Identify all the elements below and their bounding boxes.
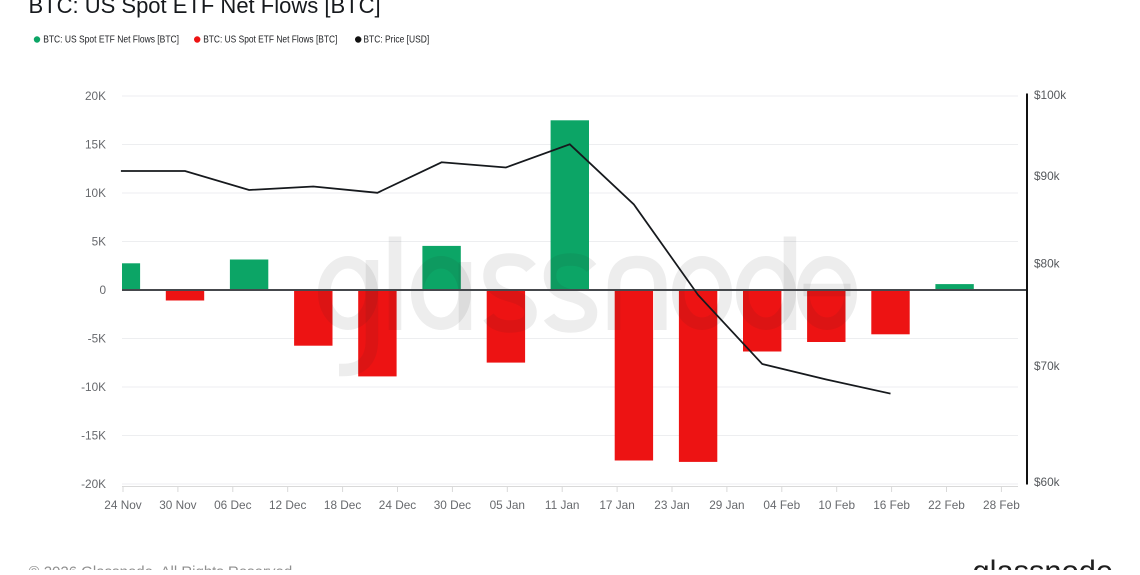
svg-text:11 Jan: 11 Jan: [545, 498, 580, 512]
svg-text:$60k: $60k: [1034, 475, 1060, 489]
svg-text:24 Dec: 24 Dec: [379, 498, 416, 512]
svg-text:BTC: US Spot ETF Net Flows [BT: BTC: US Spot ETF Net Flows [BTC]: [43, 35, 179, 46]
svg-text:glassnode: glassnode: [973, 554, 1114, 571]
svg-text:-5K: -5K: [88, 332, 106, 346]
svg-text:5K: 5K: [92, 235, 107, 249]
svg-text:10K: 10K: [85, 186, 106, 200]
svg-text:04 Feb: 04 Feb: [763, 498, 800, 512]
svg-text:$100k: $100k: [1034, 88, 1066, 102]
svg-text:12 Dec: 12 Dec: [269, 498, 306, 512]
svg-text:20K: 20K: [85, 89, 106, 103]
svg-text:23 Jan: 23 Jan: [654, 498, 689, 512]
svg-text:-10K: -10K: [81, 380, 106, 394]
svg-text:-15K: -15K: [81, 429, 106, 443]
svg-text:30 Dec: 30 Dec: [434, 498, 471, 512]
svg-text:06 Dec: 06 Dec: [214, 498, 251, 512]
svg-text:17 Jan: 17 Jan: [599, 498, 634, 512]
svg-text:BTC: US Spot ETF Net Flows [BT: BTC: US Spot ETF Net Flows [BTC]: [203, 35, 337, 46]
svg-text:© 2026 Glassnode. All Rights R: © 2026 Glassnode. All Rights Reserved: [29, 564, 293, 571]
svg-text:29 Jan: 29 Jan: [709, 498, 744, 512]
svg-text:0: 0: [99, 283, 106, 297]
svg-text:28 Feb: 28 Feb: [983, 498, 1020, 512]
svg-text:18 Dec: 18 Dec: [324, 498, 361, 512]
svg-text:24 Nov: 24 Nov: [104, 498, 141, 512]
svg-text:22 Feb: 22 Feb: [928, 498, 965, 512]
svg-text:30 Nov: 30 Nov: [159, 498, 196, 512]
svg-text:BTC: Price [USD]: BTC: Price [USD]: [363, 35, 429, 46]
svg-text:05 Jan: 05 Jan: [490, 498, 525, 512]
svg-text:BTC: US Spot ETF Net Flows [BT: BTC: US Spot ETF Net Flows [BTC]: [29, 0, 381, 18]
svg-text:$90k: $90k: [1034, 169, 1060, 183]
svg-text:15K: 15K: [85, 138, 106, 152]
svg-text:$80k: $80k: [1034, 257, 1060, 271]
svg-text:16 Feb: 16 Feb: [873, 498, 910, 512]
svg-text:10 Feb: 10 Feb: [818, 498, 855, 512]
svg-text:$70k: $70k: [1034, 359, 1060, 373]
svg-text:-20K: -20K: [81, 477, 106, 491]
